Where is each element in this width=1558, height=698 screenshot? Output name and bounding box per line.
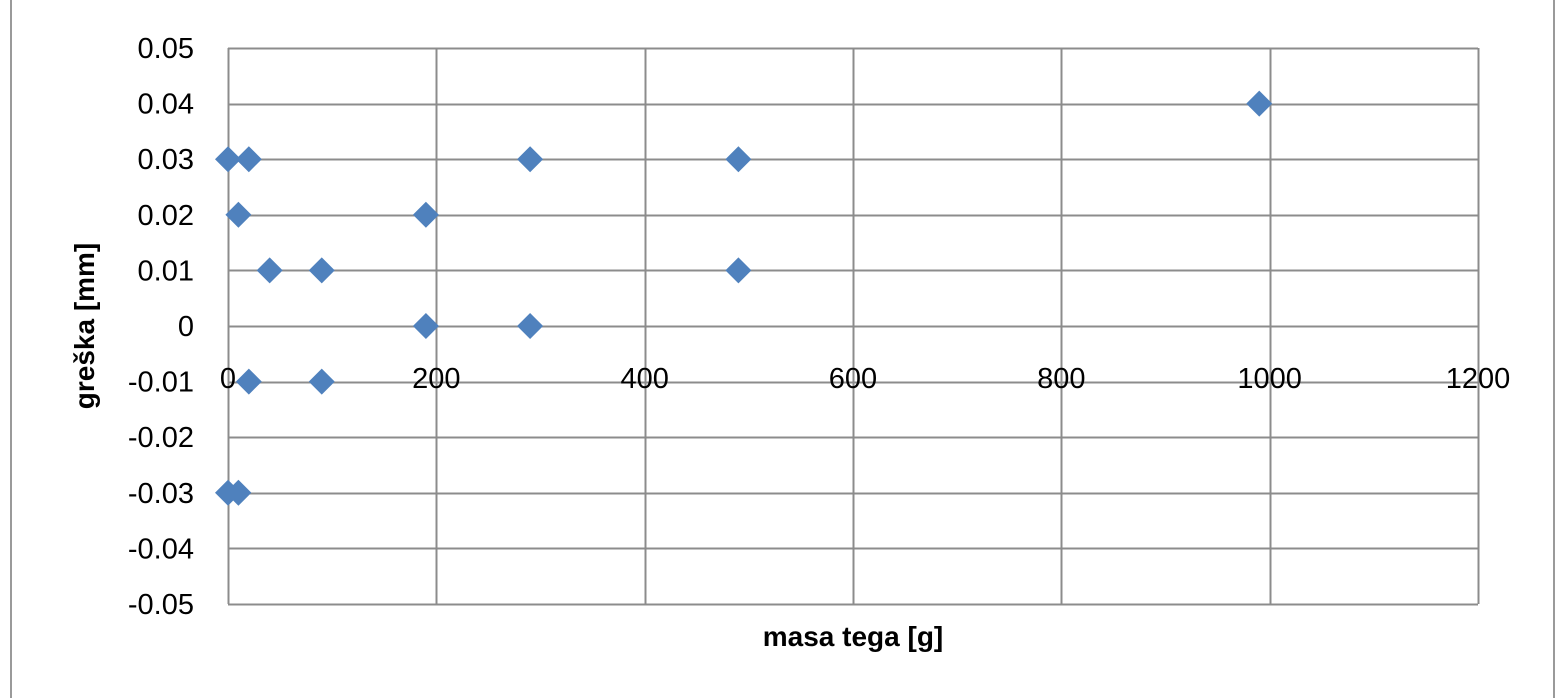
- data-point: [517, 146, 544, 173]
- x-tick-label: 1200: [1446, 363, 1511, 395]
- x-tick-label: 200: [412, 363, 460, 395]
- data-point: [725, 257, 752, 284]
- data-point: [308, 368, 335, 395]
- data-point: [235, 368, 262, 395]
- x-tick-label: 1000: [1237, 363, 1302, 395]
- data-point: [725, 146, 752, 173]
- frame-left-border: [10, 0, 12, 698]
- y-tick-label: 0.04: [138, 89, 194, 121]
- y-tick-label: 0: [178, 311, 194, 343]
- data-point: [1246, 90, 1273, 117]
- x-axis-title: masa tega [g]: [763, 621, 944, 652]
- x-tick-label: 600: [829, 363, 877, 395]
- y-axis-title: greška [mm]: [69, 243, 100, 410]
- data-point: [517, 313, 544, 339]
- y-tick-label: 0.01: [138, 255, 194, 287]
- data-point: [412, 201, 439, 228]
- y-tick-label: 0.05: [138, 33, 194, 65]
- y-tick-labels: 0.05 0.04 0.03 0.02 0.01 0 -0.01 -0.02 -0.03 -0.0…: [128, 33, 194, 621]
- data-point: [412, 313, 439, 339]
- y-tick-label: -0.04: [128, 533, 194, 565]
- data-point: [256, 257, 283, 284]
- x-tick-labels: 0 200 400 600 800 1000 1200: [220, 363, 1510, 395]
- x-tick-label: 400: [620, 363, 668, 395]
- data-point: [225, 201, 252, 228]
- y-tick-label: -0.02: [128, 422, 194, 454]
- data-point: [225, 479, 252, 506]
- y-tick-label: -0.01: [128, 367, 194, 399]
- y-tick-label: 0.02: [138, 200, 194, 232]
- y-tick-label: -0.03: [128, 478, 194, 510]
- frame-right-border: [1553, 0, 1555, 698]
- data-point: [215, 146, 241, 173]
- y-tick-label: -0.05: [128, 589, 194, 621]
- data-point: [235, 146, 262, 173]
- x-tick-label: 800: [1037, 363, 1085, 395]
- data-point: [308, 257, 335, 284]
- x-tick-label: 0: [220, 363, 236, 395]
- y-tick-label: 0.03: [138, 144, 194, 176]
- data-points: [215, 90, 1273, 506]
